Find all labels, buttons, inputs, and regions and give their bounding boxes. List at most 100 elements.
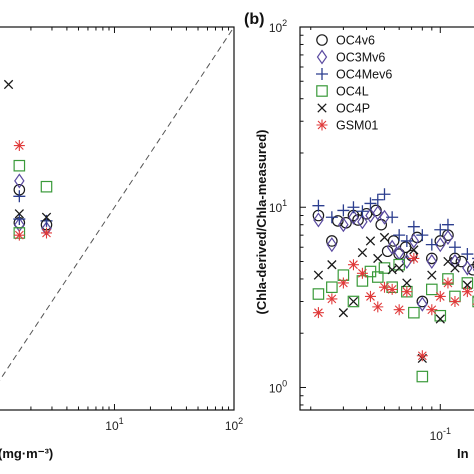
data-point-b-oc4v6 — [381, 245, 394, 258]
data-point-b-oc4p — [394, 263, 404, 273]
panel-b-label: (b) — [244, 11, 264, 28]
data-point-b-oc4mev6 — [386, 211, 399, 224]
data-point-b-oc4mev6 — [312, 199, 325, 212]
data-point-b-oc4l — [408, 306, 420, 319]
data-point-b-gsm01 — [461, 286, 473, 298]
data-point-b-oc4mev6 — [441, 218, 454, 231]
data-point-b-oc4l — [434, 309, 447, 322]
data-point-b-gsm01 — [408, 252, 420, 264]
data-point-a-oc4mev6 — [13, 190, 26, 203]
panel-a-xlabel: (mg·m⁻³) — [0, 446, 53, 461]
data-point-b-oc4v6 — [375, 218, 388, 231]
data-point-a-oc4l — [40, 180, 53, 193]
data-point-b-gsm01 — [449, 295, 461, 307]
data-point-b-oc4p — [450, 263, 460, 273]
data-point-a-oc4mev6 — [13, 213, 26, 226]
data-point-b-oc3mv6 — [408, 233, 420, 249]
data-point-b-oc4l — [472, 295, 474, 308]
panel-b-x-tick-label: 10-1 — [430, 426, 451, 443]
data-point-b-oc4v6 — [352, 214, 364, 226]
data-point-b-oc3mv6 — [435, 237, 446, 253]
data-point-b-oc4l — [426, 283, 438, 296]
panel-b-y-tick-label: 102 — [269, 18, 287, 35]
data-point-b-gsm01 — [401, 286, 413, 298]
data-point-b-oc3mv6 — [379, 209, 390, 225]
data-point-b-gsm01 — [386, 283, 398, 295]
data-point-b-gsm01 — [426, 304, 438, 316]
data-point-b-oc4p — [365, 236, 376, 246]
data-point-b-oc4l — [347, 295, 360, 308]
legend-marker-gsm01 — [316, 119, 328, 131]
panel-b-xlabel: In — [457, 446, 469, 461]
data-point-b-gsm01 — [356, 267, 368, 279]
legend-marker-oc4v6 — [316, 34, 328, 46]
data-point-b-oc3mv6 — [462, 260, 473, 276]
data-point-a-gsm01 — [13, 140, 25, 152]
data-point-b-oc4l — [371, 271, 384, 283]
panel-a-reference-line — [0, 26, 235, 381]
data-point-b-oc3mv6 — [313, 212, 324, 228]
data-point-a-oc4p — [3, 79, 14, 90]
data-point-b-oc4mev6 — [448, 241, 461, 254]
panel-b: (b) 100 101 102 10-1 (Chla-derived/Chla-mea… — [244, 11, 474, 461]
data-point-b-oc4p — [373, 253, 383, 264]
legend-marker-oc4mev6 — [316, 68, 328, 80]
panel-b-ylabel: (Chla-derived/Chla-measured) — [254, 130, 269, 315]
data-point-b-oc4p — [327, 260, 337, 270]
data-point-b-oc4p — [313, 270, 324, 280]
data-point-a-oc4l — [13, 159, 26, 172]
data-point-a-oc4p — [41, 212, 52, 222]
data-point-b-oc4p — [462, 280, 473, 290]
panel-b-y-tick-label: 100 — [269, 378, 287, 395]
panel-b-ticks: 100 101 102 10-1 — [269, 18, 451, 443]
data-point-a-gsm01 — [13, 229, 25, 241]
data-point-b-gsm01 — [337, 277, 349, 289]
data-point-b-gsm01 — [434, 290, 446, 302]
data-point-b-oc4l — [393, 258, 405, 271]
panel-a-points — [3, 79, 53, 241]
data-point-b-gsm01 — [347, 259, 359, 271]
panel-b-points — [312, 188, 474, 383]
data-point-b-oc4p — [427, 270, 437, 280]
legend-label-oc4p: OC4P — [336, 102, 370, 116]
data-point-b-oc4p — [387, 265, 397, 275]
data-point-b-gsm01 — [312, 307, 324, 319]
data-point-b-gsm01 — [378, 281, 390, 293]
panel-a-frame — [0, 26, 235, 411]
legend-label-gsm01: GSM01 — [336, 119, 378, 133]
data-point-b-oc4mev6 — [325, 211, 338, 224]
data-point-b-gsm01 — [416, 350, 428, 362]
legend: OC4v6 OC3Mv6 OC4Mev6 OC4L OC4P GSM01 — [310, 30, 414, 133]
data-point-b-oc4mev6 — [434, 223, 447, 236]
data-point-b-gsm01 — [372, 301, 384, 313]
data-point-b-oc4p — [357, 247, 368, 258]
data-point-b-oc3mv6 — [417, 296, 428, 312]
panel-a-x-tick-label: 101 — [105, 416, 123, 433]
data-point-b-oc4v6 — [332, 215, 344, 227]
data-point-b-oc4mev6 — [393, 229, 406, 242]
data-point-b-oc3mv6 — [326, 237, 338, 253]
panel-a-x-tick-label: 102 — [225, 416, 243, 433]
data-point-a-gsm01 — [40, 227, 52, 239]
data-point-b-oc4l — [416, 370, 429, 383]
data-point-b-oc4v6 — [370, 204, 382, 217]
data-point-b-oc3mv6 — [372, 205, 384, 221]
data-point-b-oc4p — [435, 314, 445, 324]
data-point-b-oc4mev6 — [347, 201, 360, 214]
data-point-b-gsm01 — [442, 277, 454, 289]
legend-label-oc4v6: OC4v6 — [336, 34, 375, 48]
legend-marker-oc3mv6 — [316, 49, 328, 65]
data-point-a-oc4p — [14, 209, 24, 219]
data-point-b-oc4v6 — [449, 252, 461, 265]
data-point-b-oc4mev6 — [461, 248, 474, 261]
data-point-b-oc4v6 — [455, 255, 468, 268]
legend-box — [310, 30, 414, 130]
data-point-b-oc4v6 — [472, 260, 474, 269]
data-point-b-oc4mev6 — [371, 193, 384, 206]
data-point-b-oc3mv6 — [348, 209, 359, 225]
data-point-b-gsm01 — [364, 290, 376, 302]
legend-marker-oc4l — [316, 85, 328, 97]
legend-label-oc4l: OC4L — [336, 85, 369, 99]
data-point-b-gsm01 — [326, 293, 338, 305]
